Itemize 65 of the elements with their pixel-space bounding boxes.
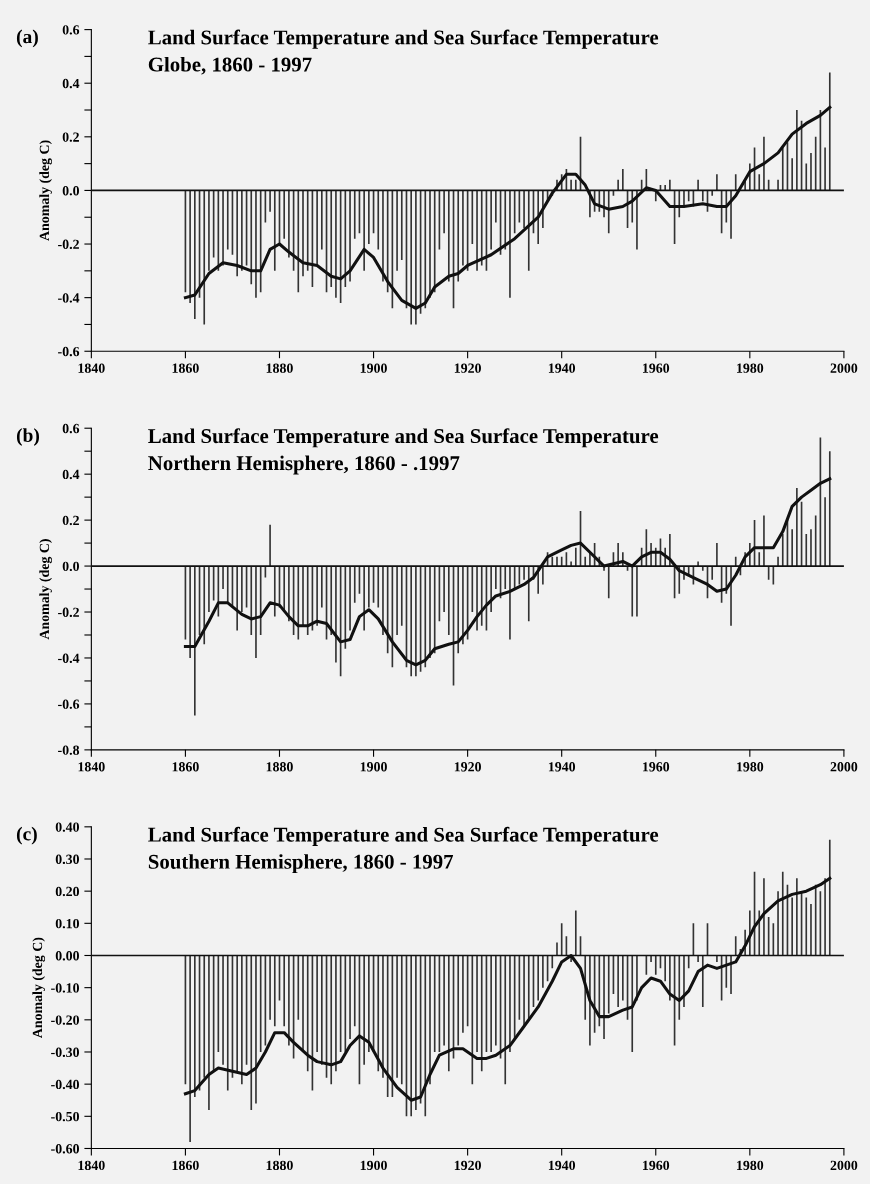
x-tick-label: 2000 xyxy=(830,762,858,772)
x-tick-label: 1860 xyxy=(172,363,199,373)
text: (a) xyxy=(16,29,38,48)
y-tick-label: -0.6 xyxy=(58,346,80,357)
y-tick-label: -0.4 xyxy=(58,293,80,303)
y-axis-title: Anomaly (deg C) xyxy=(32,937,46,1039)
text: (c) xyxy=(16,826,37,845)
x-tick-label: 1940 xyxy=(548,762,576,772)
y-tick-label: 0.6 xyxy=(62,25,80,35)
x-tick-label: 1960 xyxy=(642,363,670,373)
chart-title: Land Surface Temperature and Sea Surface Temperature xyxy=(148,428,659,448)
x-tick-label: 1840 xyxy=(78,363,105,373)
x-tick-label: 1920 xyxy=(454,762,481,772)
text: Globe, 1860 - 1997 xyxy=(148,56,312,75)
x-tick-label: 1860 xyxy=(172,1160,199,1171)
x-tick-label: 1940 xyxy=(548,363,576,373)
x-tick-label: 1980 xyxy=(737,762,764,772)
x-tick-label: 1880 xyxy=(266,1160,293,1171)
y-tick-label: 0.10 xyxy=(55,918,80,929)
x-tick-label: 1980 xyxy=(737,363,764,373)
text: (b) xyxy=(16,428,39,446)
y-tick-label: 0.4 xyxy=(62,469,80,480)
x-tick-label: 1840 xyxy=(78,1160,105,1171)
y-tick-label: -0.30 xyxy=(51,1047,80,1057)
x-tick-label: 1900 xyxy=(360,762,387,772)
y-tick-label: -0.2 xyxy=(58,239,79,250)
x-tick-label: 1960 xyxy=(642,1160,670,1171)
y-tick-label: 0.20 xyxy=(55,886,80,897)
y-tick-label: -0.8 xyxy=(58,745,80,755)
x-tick-label: 1900 xyxy=(360,363,387,373)
y-tick-label: -0.10 xyxy=(51,983,80,993)
y-tick-label: 0.0 xyxy=(62,186,80,196)
x-tick-label: 2000 xyxy=(830,1160,858,1171)
x-tick-label: 1880 xyxy=(266,762,293,772)
x-tick-label: 1860 xyxy=(172,762,199,772)
y-tick-label: 0.00 xyxy=(55,951,80,961)
y-tick-label: -0.40 xyxy=(51,1079,80,1090)
y-tick-label: 0.0 xyxy=(62,561,80,572)
y-tick-label: -0.50 xyxy=(51,1111,80,1122)
y-tick-label: 0.6 xyxy=(62,423,80,434)
y-tick-label: 0.30 xyxy=(55,854,80,865)
x-tick-label: 1940 xyxy=(548,1160,576,1171)
y-tick-label: 0.2 xyxy=(62,515,79,526)
x-tick-label: 1840 xyxy=(78,762,105,772)
x-tick-label: 1920 xyxy=(454,1160,481,1171)
y-axis-title: Anomaly (deg C) xyxy=(39,539,52,640)
y-tick-label: -0.2 xyxy=(58,607,79,618)
chart-title: Land Surface Temperature and Sea Surface Temperature xyxy=(148,826,659,846)
x-tick-label: 1900 xyxy=(360,1160,387,1171)
y-tick-label: 0.2 xyxy=(62,132,79,142)
x-tick-label: 1980 xyxy=(737,1160,764,1171)
y-tick-label: -0.6 xyxy=(58,699,80,709)
y-axis-title: Anomaly (deg C) xyxy=(39,140,52,241)
x-tick-label: 1880 xyxy=(266,363,293,373)
x-tick-label: 1960 xyxy=(642,762,670,772)
y-tick-label: 0.4 xyxy=(62,78,80,89)
x-tick-label: 1920 xyxy=(454,363,481,373)
x-tick-label: 2000 xyxy=(830,363,858,373)
y-tick-label: -0.20 xyxy=(51,1015,80,1025)
text: Northern Hemisphere, 1860 - .1997 xyxy=(148,455,460,475)
y-tick-label: -0.60 xyxy=(51,1144,80,1154)
y-tick-label: -0.4 xyxy=(58,653,80,663)
text: Southern Hemisphere, 1860 - 1997 xyxy=(148,854,454,874)
y-tick-label: 0.40 xyxy=(55,822,80,832)
chart-title: Land Surface Temperature and Sea Surface Temperature xyxy=(148,29,659,49)
